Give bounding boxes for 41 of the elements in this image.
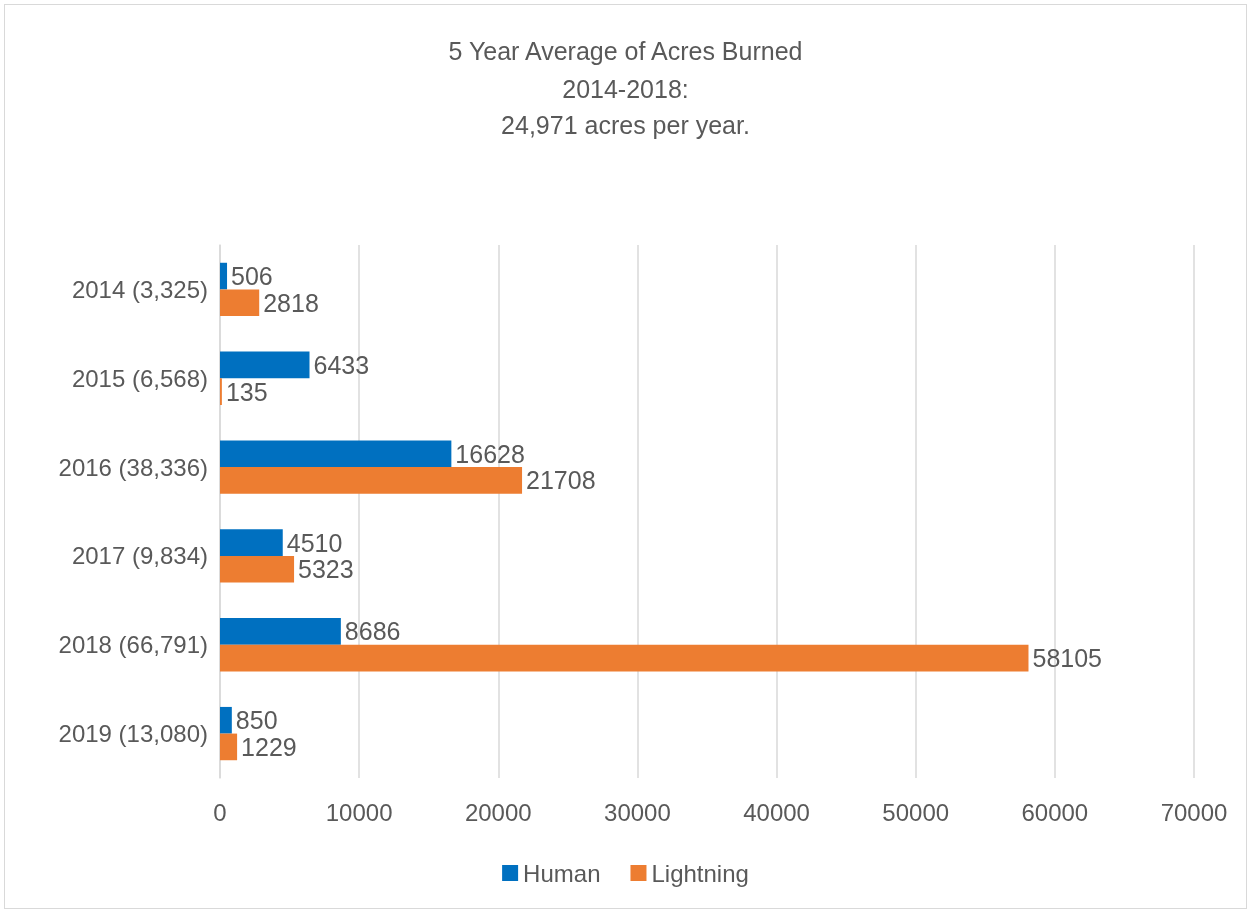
x-tick-label: 20000 <box>464 798 532 826</box>
x-tick-label: 50000 <box>882 798 950 826</box>
x-tick-label: 60000 <box>1021 798 1089 826</box>
data-label: 5323 <box>298 555 354 584</box>
bar <box>220 440 452 468</box>
bar <box>220 529 283 556</box>
data-label: 2818 <box>263 288 319 317</box>
bar <box>220 467 523 494</box>
y-tick-label: 2019 (13,080) <box>58 720 208 748</box>
bar <box>220 289 260 317</box>
x-tick-label: 70000 <box>1160 798 1228 826</box>
data-label: 21708 <box>526 466 596 495</box>
bar <box>220 351 310 379</box>
legend-label: Human <box>523 859 601 887</box>
bar <box>220 618 341 645</box>
y-tick-label: 2016 (38,336) <box>58 453 208 481</box>
data-label: 4510 <box>286 528 343 557</box>
data-label: 58105 <box>1032 644 1103 673</box>
bar <box>220 555 295 583</box>
chart-title: 5 Year Average of Acres Burned <box>448 36 803 65</box>
data-label: 506 <box>231 262 273 291</box>
y-tick-label: 2015 (6,568) <box>71 364 208 392</box>
bar <box>220 733 238 761</box>
data-label: 16628 <box>455 439 525 468</box>
chart-subtitle: 2014-2018: 24,971 acres per year. <box>501 75 750 139</box>
x-tick-label: 30000 <box>604 798 671 826</box>
y-tick-label: 2014 (3,325) <box>71 275 208 303</box>
data-label: 135 <box>225 377 268 406</box>
bar <box>220 262 228 290</box>
data-label: 1229 <box>241 732 297 761</box>
x-tick-label: 10000 <box>325 798 393 826</box>
y-tick-label: 2018 (66,791) <box>58 631 208 659</box>
data-label: 850 <box>235 706 278 735</box>
y-tick-label: 2017 (9,834) <box>71 542 208 570</box>
bar <box>220 644 1029 672</box>
x-tick-label: 40000 <box>743 798 810 826</box>
bar <box>220 706 232 734</box>
data-label: 8686 <box>344 617 401 646</box>
legend-label: Lightning <box>651 859 749 887</box>
x-tick-label: 0 <box>213 798 227 826</box>
data-label: 6433 <box>313 350 370 379</box>
